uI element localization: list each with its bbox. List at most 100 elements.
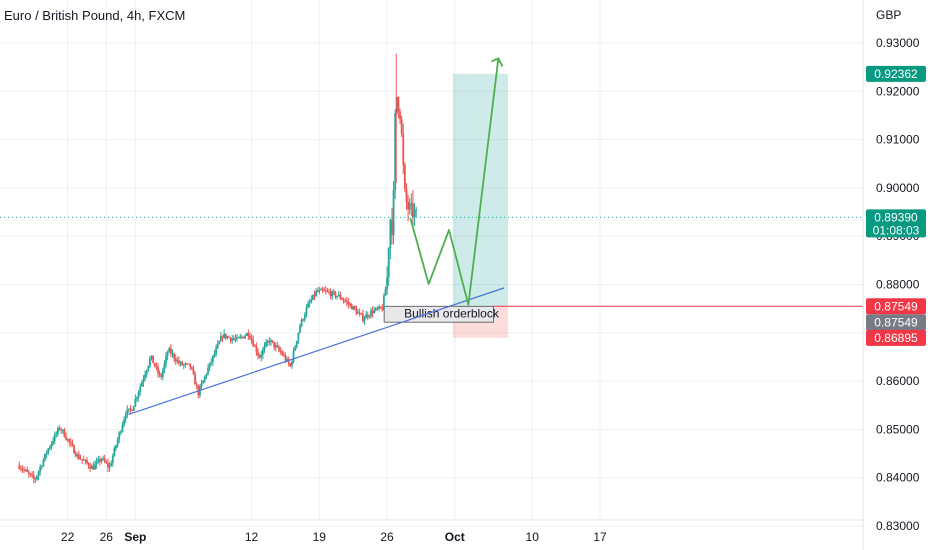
candle-body	[165, 355, 167, 364]
trend-line	[128, 287, 505, 415]
candle-body	[295, 341, 298, 347]
candle-body	[178, 360, 180, 364]
candle-body	[66, 439, 69, 441]
candle-body	[405, 188, 408, 202]
candle-body	[90, 466, 93, 469]
candle-body	[18, 465, 21, 469]
candle-body	[31, 474, 34, 476]
orderblock-box	[383, 305, 494, 323]
candle-body	[195, 384, 198, 386]
candle-body	[268, 340, 271, 343]
x-tick-label: 10	[526, 530, 540, 544]
candle-body	[271, 340, 274, 342]
candle-body	[397, 97, 400, 112]
candle-body	[328, 291, 330, 293]
candle-body	[82, 459, 85, 461]
y-tick-label: 0.84000	[876, 471, 920, 485]
candle-body	[136, 397, 138, 399]
projection-arrowhead	[491, 57, 504, 67]
candle-body	[181, 362, 184, 366]
candle-body	[363, 318, 366, 321]
candle-body	[232, 338, 235, 340]
currency-label: GBP	[876, 8, 901, 22]
candle-body	[211, 355, 214, 362]
candle-body	[187, 363, 190, 365]
candle-body	[126, 409, 129, 415]
candle-body	[192, 368, 195, 375]
candle-body	[274, 345, 277, 348]
candle-body	[378, 306, 380, 309]
candle-body	[110, 463, 113, 467]
candle-body	[118, 432, 121, 440]
candle-body	[399, 111, 401, 120]
y-tick-label: 0.85000	[876, 422, 920, 436]
candle-body	[63, 429, 66, 437]
candle-body	[218, 341, 221, 345]
candle-body	[413, 210, 416, 218]
y-tick-label: 0.88000	[876, 278, 920, 292]
candle-body	[128, 408, 130, 410]
y-tick-label: 0.91000	[876, 133, 920, 147]
candle-body	[320, 289, 322, 291]
candle-body	[237, 337, 240, 339]
candle-body	[169, 348, 172, 354]
candle-body	[115, 445, 117, 448]
candle-body	[245, 333, 248, 336]
candle-body	[116, 439, 119, 446]
candle-body	[144, 374, 146, 379]
y-tick-label: 0.93000	[876, 36, 920, 50]
candle-body	[173, 353, 176, 359]
candle-body	[382, 295, 385, 311]
candle-body	[300, 319, 303, 326]
candle-body	[37, 471, 40, 476]
candle-body	[229, 337, 232, 341]
candle-body	[166, 352, 169, 356]
candle-body	[270, 340, 272, 343]
candle-body	[286, 359, 288, 361]
candle-body	[370, 310, 372, 316]
candle-body	[84, 459, 87, 461]
candle-body	[149, 358, 151, 366]
candle-body	[266, 340, 269, 343]
candle-body	[349, 304, 351, 306]
candle-body	[415, 209, 418, 211]
candle-body	[344, 300, 347, 302]
y-tick-label: 0.86000	[876, 374, 920, 388]
candle-body	[339, 294, 342, 299]
candle-body	[318, 289, 321, 292]
candle-body	[366, 314, 369, 317]
candle-body	[231, 338, 234, 341]
candle-body	[394, 113, 397, 191]
candle-body	[53, 434, 56, 442]
candle-body	[311, 294, 314, 300]
candle-body	[161, 370, 164, 378]
candle-body	[176, 360, 179, 362]
candle-body	[179, 362, 182, 364]
candle-body	[281, 352, 284, 355]
candle-body	[374, 307, 377, 310]
candle-body	[365, 314, 368, 319]
price-tag-label: 0.86895	[874, 331, 918, 345]
chart-title: Euro / British Pound, 4h, FXCM	[4, 8, 185, 23]
candle-body	[158, 373, 161, 375]
candle-body	[36, 475, 38, 480]
candle-body	[410, 203, 413, 205]
candle-body	[282, 354, 285, 356]
candle-body	[48, 446, 51, 449]
candle-body	[40, 466, 43, 468]
candle-body	[379, 306, 382, 309]
candle-body	[163, 363, 166, 371]
candle-body	[278, 346, 280, 351]
candle-body	[234, 338, 237, 340]
candle-body	[291, 361, 293, 366]
overlays	[0, 57, 863, 415]
candle-body	[224, 333, 227, 339]
candle-body	[21, 468, 24, 470]
candle-body	[302, 319, 305, 321]
candle-body	[310, 299, 313, 303]
candle-body	[129, 408, 132, 410]
candle-body	[202, 380, 205, 384]
candle-body	[103, 458, 106, 462]
candle-body	[98, 459, 101, 462]
